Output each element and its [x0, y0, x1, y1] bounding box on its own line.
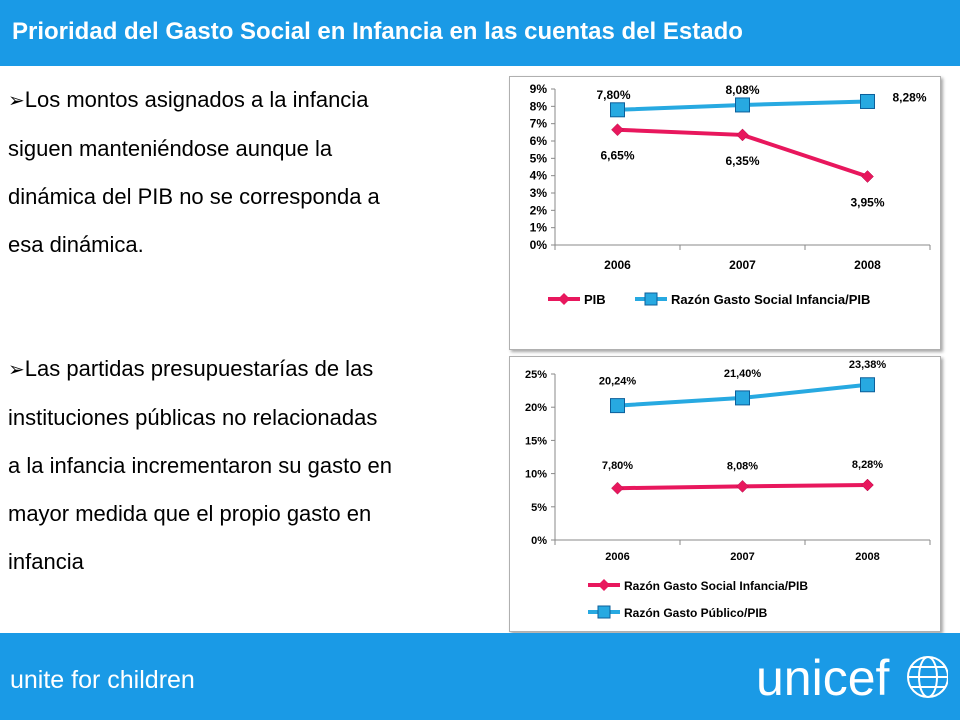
x-tick-label: 2008	[855, 551, 879, 563]
y-tick-label: 0%	[531, 535, 547, 547]
y-tick-label: 20%	[525, 402, 547, 414]
y-tick-label: 7%	[530, 117, 548, 131]
y-tick-label: 0%	[530, 238, 548, 252]
legend-marker	[644, 292, 658, 306]
y-tick-label: 8%	[530, 99, 548, 113]
y-tick-label: 2%	[530, 203, 548, 217]
bullet-item-2: ➢Las partidas presupuestarías de las ins…	[8, 345, 488, 586]
x-tick-label: 2007	[729, 258, 756, 272]
y-tick-label: 25%	[525, 369, 547, 381]
y-tick-label: 1%	[530, 221, 548, 235]
data-label: 20,24%	[599, 376, 637, 388]
data-point	[736, 479, 749, 493]
data-point	[860, 93, 875, 109]
y-tick-label: 15%	[525, 435, 547, 447]
legend-marker	[597, 605, 611, 619]
legend-label: Razón Gasto Social Infancia/PIB	[671, 292, 870, 307]
data-label: 6,65%	[600, 149, 634, 163]
unicef-logo: unicef	[756, 650, 948, 706]
data-label: 23,38%	[849, 359, 887, 371]
legend-marker	[598, 579, 610, 591]
bullet-line: esa dinámica.	[8, 232, 144, 257]
data-point	[610, 102, 625, 118]
legend-label: Razón Gasto Público/PIB	[624, 606, 768, 620]
chart-pib-gasto-social: 0% 1% 2% 3% 4% 5% 6% 7% 8% 9% 2006 2007 2008 6,65% 6,3…	[509, 76, 941, 350]
title-bar: Prioridad del Gasto Social en Infancia e…	[0, 0, 960, 66]
y-tick-label: 9%	[530, 82, 548, 96]
bullet-line: instituciones públicas no relacionadas	[8, 405, 378, 430]
arrow-bullet-icon: ➢	[8, 90, 25, 112]
x-tick-label: 2006	[605, 551, 629, 563]
y-tick-label: 5%	[530, 151, 548, 165]
bullet-item-1: ➢Los montos asignados a la infancia sigu…	[8, 76, 488, 269]
data-label: 21,40%	[724, 368, 762, 380]
chart-svg: 0% 5% 10% 15% 20% 25% 2006 2007 2008 7,80% 8,08% 8,…	[525, 359, 931, 620]
unicef-logo-text: unicef	[756, 650, 890, 706]
x-tick-label: 2008	[854, 258, 881, 272]
chart-gasto-publico: 0% 5% 10% 15% 20% 25% 2006 2007 2008 7,80% 8,08% 8,…	[509, 356, 941, 632]
bullet-line: infancia	[8, 549, 84, 574]
x-tick-label: 2006	[604, 258, 631, 272]
footer-bar: unite for children unicef	[0, 633, 960, 720]
y-tick-label: 10%	[525, 469, 547, 481]
data-point	[611, 481, 624, 495]
y-tick-label: 6%	[530, 134, 548, 148]
legend-entry: Razón Gasto Público/PIB	[588, 605, 768, 620]
data-label: 3,95%	[850, 196, 884, 210]
legend-label: Razón Gasto Social Infancia/PIB	[624, 579, 808, 593]
data-point	[735, 390, 750, 406]
data-point	[611, 123, 624, 137]
x-tick-label: 2007	[730, 551, 754, 563]
data-point	[610, 398, 625, 414]
bullet-line: dinámica del PIB no se corresponda a	[8, 184, 380, 209]
data-label: 8,28%	[892, 90, 926, 104]
data-point	[735, 97, 750, 113]
data-label: 7,80%	[602, 460, 633, 472]
bullet-line: Los montos asignados a la infancia	[24, 87, 369, 112]
data-label: 8,08%	[727, 460, 758, 472]
data-label: 8,08%	[725, 83, 759, 97]
arrow-bullet-icon: ➢	[8, 359, 25, 381]
bullet-line: siguen manteniéndose aunque la	[8, 136, 333, 161]
page-title: Prioridad del Gasto Social en Infancia e…	[12, 18, 743, 45]
data-point	[861, 170, 874, 183]
data-label: 6,35%	[725, 154, 759, 168]
legend-entry: Razón Gasto Social Infancia/PIB	[588, 579, 808, 593]
legend-label: PIB	[584, 292, 606, 307]
bullet-line: a la infancia incrementaron su gasto en	[8, 453, 393, 478]
bullet-line: mayor medida que el propio gasto en	[8, 501, 372, 526]
data-label: 8,28%	[852, 459, 883, 471]
y-tick-label: 5%	[531, 502, 547, 514]
data-label: 7,80%	[596, 88, 630, 102]
data-point	[861, 478, 874, 492]
y-tick-label: 3%	[530, 186, 548, 200]
bullet-line: Las partidas presupuestarías de las	[24, 356, 374, 381]
legend-marker	[558, 293, 570, 305]
data-point	[860, 377, 875, 393]
legend-entry: Razón Gasto Social Infancia/PIB	[635, 292, 870, 307]
unicef-emblem-icon	[907, 656, 948, 698]
legend-entry: PIB	[548, 292, 606, 307]
y-tick-label: 4%	[530, 169, 548, 183]
data-point	[736, 128, 749, 142]
tagline: unite for children	[10, 666, 195, 694]
chart-svg: 0% 1% 2% 3% 4% 5% 6% 7% 8% 9% 2006 2007 2008 6,65% 6,3…	[530, 82, 931, 307]
